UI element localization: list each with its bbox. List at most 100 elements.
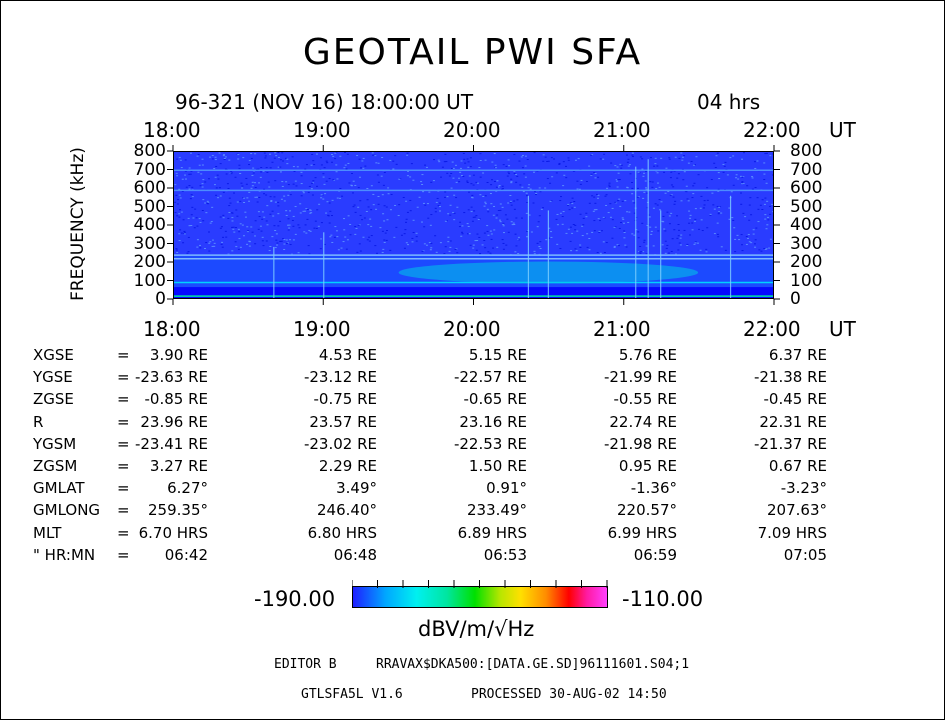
ephemeris-value: 23.16 RE — [459, 412, 527, 431]
ephemeris-label-7: GMLONG — [33, 501, 101, 520]
y-tick-right-3: 500 — [790, 196, 823, 217]
y-tick-right-5: 300 — [790, 233, 823, 254]
ephemeris-value: 6.37 RE — [768, 346, 827, 364]
colorbar-ticks — [352, 580, 608, 588]
y-tick-left-3: 500 — [133, 196, 166, 217]
colorbar-max-label: -110.00 — [622, 587, 704, 611]
ephemeris-value: 06:48 — [333, 545, 377, 564]
ephemeris-value: -23.12 RE — [303, 368, 377, 387]
ephemeris-value: 6.27° — [167, 479, 208, 498]
y-tick-left-2: 600 — [133, 178, 166, 198]
x-tick-top-4: 22:00 — [743, 118, 801, 142]
ephemeris-value: 3.49° — [336, 479, 377, 498]
y-tick-right-7: 100 — [790, 270, 823, 291]
ephemeris-value: 6.80 HRS — [307, 523, 377, 542]
y-tick-left-5: 300 — [133, 233, 166, 254]
ephemeris-value: 5.15 RE — [468, 346, 527, 364]
spectrogram-bursts — [273, 159, 732, 298]
colorbar-unit: dBV/m/√Hz — [418, 617, 535, 641]
ephemeris-value: 4.53 RE — [318, 346, 377, 364]
y-tick-left-8: 0 — [155, 289, 166, 309]
chart-subtitle: 96-321 (NOV 16) 18:00:00 UT — [175, 90, 474, 114]
ephemeris-equals: = — [117, 434, 130, 453]
ephemeris-value: 6.89 HRS — [457, 523, 527, 542]
ephemeris-value: 246.40° — [317, 501, 377, 520]
ephemeris-equals: = — [117, 346, 130, 364]
x-unit-top: UT — [829, 118, 856, 142]
program-version: GTLSFA5L V1.6 — [301, 687, 403, 702]
ephemeris-label-0: XGSE — [33, 346, 74, 364]
x-tick-bottom-4: 22:00 — [743, 317, 801, 341]
ephemeris-equals: = — [117, 501, 130, 520]
ephemeris-equals: = — [117, 412, 130, 431]
ephemeris-value: 6.70 HRS — [138, 523, 208, 542]
editor-label: EDITOR B — [274, 657, 337, 672]
chart-title: GEOTAIL PWI SFA — [302, 32, 643, 73]
x-tick-top-1: 19:00 — [293, 118, 351, 142]
ephemeris-value: -21.38 RE — [753, 368, 827, 387]
ephemeris-equals: = — [117, 545, 130, 564]
x-tick-bottom-0: 18:00 — [143, 317, 201, 341]
ephemeris-value: 06:59 — [633, 545, 677, 564]
y-tick-right-4: 400 — [790, 215, 823, 235]
ephemeris-value: 3.90 RE — [149, 346, 208, 364]
x-tick-top-3: 21:00 — [593, 118, 651, 142]
ephemeris-value: 0.67 RE — [768, 457, 827, 475]
y-tick-right-0: 800 — [790, 141, 823, 161]
ephemeris-value: -0.85 RE — [144, 390, 208, 409]
ephemeris-label-4: YGSM — [33, 434, 77, 453]
x-tick-bottom-1: 19:00 — [293, 317, 351, 341]
x-tick-top-0: 18:00 — [143, 118, 201, 142]
ephemeris-value: -21.37 RE — [753, 434, 827, 453]
ephemeris-value: -0.75 RE — [313, 390, 377, 409]
ephemeris-label-8: MLT — [33, 523, 62, 542]
ephemeris-value: -23.63 RE — [134, 368, 208, 387]
ephemeris-value: 233.49° — [467, 501, 527, 520]
axis-tick-marks — [167, 145, 780, 305]
ephemeris-value: 1.50 RE — [468, 457, 527, 475]
ephemeris-value: 220.57° — [617, 501, 677, 520]
ephemeris-value: -22.53 RE — [453, 434, 527, 453]
ephemeris-label-9: " HR:MN — [33, 545, 96, 564]
ephemeris-value: 0.91° — [486, 479, 527, 498]
ephemeris-value: 259.35° — [148, 501, 208, 520]
colorbar-min-label: -190.00 — [254, 587, 336, 611]
ephemeris-value: 2.29 RE — [318, 457, 377, 475]
ephemeris-value: 0.95 RE — [618, 457, 677, 475]
ephemeris-value: 23.57 RE — [309, 412, 377, 431]
ephemeris-value: -21.98 RE — [603, 434, 677, 453]
spectrogram-noise — [174, 152, 773, 256]
y-tick-right-2: 600 — [790, 178, 823, 198]
ephemeris-value: -21.99 RE — [603, 368, 677, 387]
ephemeris-equals: = — [117, 479, 130, 498]
ephemeris-equals: = — [117, 523, 130, 542]
colorbar — [352, 586, 608, 608]
y-tick-left-1: 700 — [133, 159, 166, 180]
ephemeris-value: -0.55 RE — [613, 390, 677, 409]
ephemeris-value: -0.65 RE — [463, 390, 527, 409]
processed-timestamp: PROCESSED 30-AUG-02 14:50 — [471, 687, 667, 702]
ephemeris-equals: = — [117, 390, 130, 409]
ephemeris-label-2: ZGSE — [33, 390, 74, 409]
ephemeris-value: -23.02 RE — [303, 434, 377, 453]
x-tick-bottom-3: 21:00 — [593, 317, 651, 341]
spectrogram-band-0 — [174, 287, 773, 298]
ephemeris-value: 7.09 HRS — [757, 523, 827, 542]
ephemeris-value: 06:53 — [483, 545, 527, 564]
ephemeris-value: 23.96 RE — [140, 412, 208, 431]
spectrogram-plot — [173, 151, 774, 299]
ephemeris-equals: = — [117, 457, 130, 475]
y-tick-left-4: 400 — [133, 215, 166, 235]
ephemeris-value: -23.41 RE — [134, 434, 208, 453]
y-axis-label: FREQUENCY (kHz) — [68, 147, 88, 301]
y-tick-left-7: 100 — [133, 270, 166, 291]
ephemeris-value: 06:42 — [164, 545, 208, 564]
ephemeris-value: -3.23° — [780, 479, 827, 498]
x-tick-bottom-2: 20:00 — [443, 317, 501, 341]
ephemeris-value: 6.99 HRS — [607, 523, 677, 542]
y-tick-right-1: 700 — [790, 159, 823, 180]
ephemeris-value: 22.74 RE — [609, 412, 677, 431]
ephemeris-label-3: R — [33, 412, 44, 431]
y-tick-right-6: 200 — [790, 252, 823, 272]
x-tick-top-2: 20:00 — [443, 118, 501, 142]
